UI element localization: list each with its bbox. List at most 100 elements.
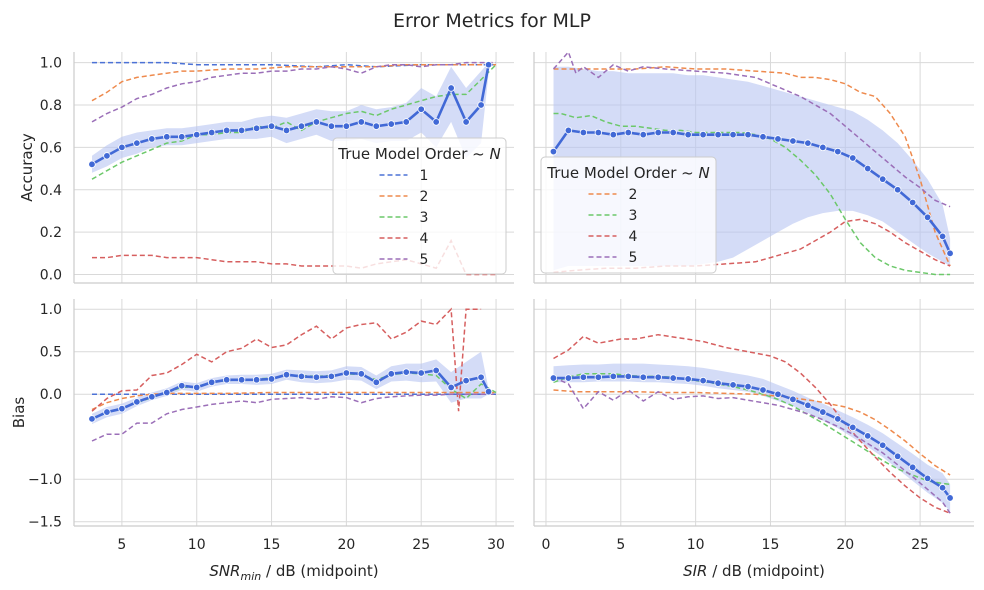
mean-point	[669, 374, 677, 382]
mean-point	[118, 143, 126, 152]
mean-point	[297, 372, 306, 381]
legend-title: True Model Order ~ N	[337, 145, 500, 163]
mean-point	[938, 232, 947, 241]
mean-point	[849, 423, 857, 432]
mean-point	[357, 370, 366, 378]
mean-point	[103, 408, 111, 416]
mean-point	[432, 366, 440, 375]
mean-point	[402, 368, 410, 376]
mean-point	[477, 373, 485, 381]
legend-label-order-3: 3	[420, 210, 429, 226]
mean-point	[819, 143, 827, 152]
mean-point	[327, 372, 336, 381]
mean-point	[297, 122, 306, 130]
mean-point	[639, 130, 647, 139]
mean-point	[178, 133, 186, 141]
mean-point	[357, 118, 366, 126]
x-tick-label: 15	[762, 537, 780, 553]
legend-label-order-3: 3	[629, 208, 638, 224]
mean-point	[789, 137, 797, 145]
mean-point	[759, 386, 767, 394]
y-tick-label: 0.5	[40, 345, 62, 361]
series-line-order-5	[91, 61, 496, 123]
mean-point	[654, 128, 662, 137]
mean-point	[879, 441, 887, 449]
mean-line	[91, 368, 490, 421]
mean-point	[88, 160, 96, 169]
plot-area	[88, 307, 497, 442]
confidence-band	[92, 62, 489, 173]
mean-point	[804, 401, 812, 409]
panel-bottom-right: 0 5 10 15 20 25 SIR / dB (midpoint)	[533, 299, 974, 580]
mean-point	[609, 372, 618, 381]
y-tick-label: 1.0	[40, 302, 62, 318]
mean-point	[402, 118, 410, 126]
series-line-order-1	[92, 61, 496, 68]
mean-point	[699, 376, 707, 385]
mean-point	[312, 373, 321, 381]
mean-point	[684, 375, 692, 383]
mean-point	[774, 390, 782, 398]
mean-point	[729, 381, 737, 389]
mean-point	[222, 126, 231, 135]
mean-point	[864, 432, 872, 440]
mean-point	[88, 415, 96, 423]
mean-point	[417, 105, 425, 113]
x-tick-label: 10	[188, 537, 206, 553]
y-tick-label: 0.0	[40, 387, 62, 403]
series-line-order-4	[553, 333, 951, 514]
mean-point	[282, 126, 291, 135]
legend-label-order-5: 5	[420, 252, 429, 268]
legend-title-var: N	[698, 164, 709, 182]
mean-point	[564, 374, 573, 382]
legend: True Model Order ~ N 2 3 4 5	[540, 156, 717, 274]
legend-box	[332, 137, 507, 275]
x-tick-label: 5	[117, 537, 126, 553]
mean-point	[669, 128, 677, 137]
series-line-order-5	[91, 393, 496, 442]
x-tick-label: 25	[412, 537, 430, 553]
mean-point	[447, 383, 455, 392]
mean-point	[744, 130, 752, 139]
mean-point	[462, 118, 470, 126]
legend-title-text: True Model Order ~	[546, 164, 698, 182]
series-line-order-2	[91, 63, 496, 102]
panel-bottom-left: 5 10 15 20 25 30 1.0 0.5 0.0 −1.0 −1.5 Bias SNRmin /…	[10, 299, 514, 583]
mean-point	[908, 463, 917, 472]
x-axis-label-var: SIR	[683, 562, 707, 580]
mean-point	[477, 101, 485, 109]
legend-label-order-1: 1	[420, 168, 429, 184]
mean-point	[103, 152, 111, 160]
mean-line	[553, 375, 952, 499]
mean-point	[118, 404, 126, 413]
figure-title: Error Metrics for MLP	[393, 10, 591, 32]
mean-point	[684, 130, 692, 139]
confidence-band	[92, 351, 489, 424]
legend-label-order-4: 4	[420, 231, 429, 247]
mean-point	[252, 124, 261, 132]
mean-point	[462, 376, 470, 385]
series-line-order-3	[553, 373, 951, 486]
mean-point	[654, 373, 662, 381]
mean-point	[163, 388, 171, 397]
mean-point	[893, 452, 902, 460]
legend-title: True Model Order ~ N	[546, 164, 709, 182]
mean-point	[372, 378, 381, 387]
mean-point	[267, 122, 276, 130]
y-tick-label: 0.0	[40, 268, 62, 284]
series-line-order-4	[91, 307, 482, 412]
x-axis-label: SIR / dB (midpoint)	[683, 562, 825, 580]
mean-point	[237, 376, 246, 384]
mean-point	[447, 84, 455, 92]
x-axis-label-unit: / dB (midpoint)	[261, 562, 378, 580]
mean-point	[804, 139, 812, 147]
mean-point	[624, 128, 632, 137]
mean-point	[207, 128, 216, 137]
mean-point	[417, 369, 425, 377]
y-tick-label: 0.6	[40, 140, 62, 156]
mean-point	[938, 484, 947, 492]
mean-point	[178, 382, 186, 390]
panels: 0.0 0.2 0.4 0.6 0.8 1.0 Accuracy True Model Ord…	[10, 52, 974, 583]
mean-point	[387, 120, 395, 128]
mean-point	[193, 383, 201, 392]
